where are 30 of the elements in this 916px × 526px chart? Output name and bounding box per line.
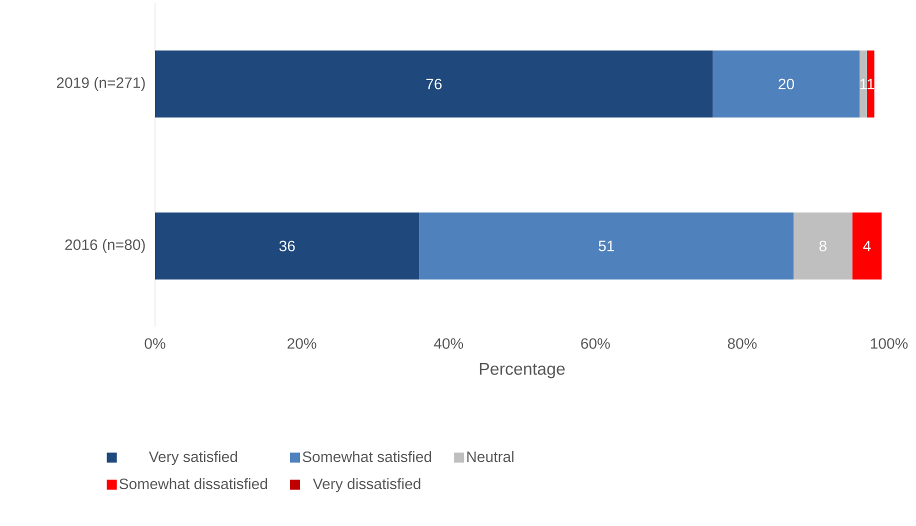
- data-label: 36: [279, 240, 295, 252]
- x-tick-label: 80%: [728, 338, 757, 349]
- bar: [866, 50, 874, 118]
- legend-label: Very dissatisfied: [312, 478, 420, 492]
- bar: [419, 212, 794, 280]
- bar: [712, 50, 860, 118]
- x-tick-label: 100%: [870, 338, 908, 349]
- legend-label: Somewhat dissatisfied: [119, 478, 268, 490]
- x-tick-label: 20%: [288, 338, 316, 349]
- bar: [852, 212, 882, 280]
- legend-label: Neutral: [467, 451, 514, 462]
- x-tick-label: 40%: [434, 338, 464, 349]
- x-tick-label: 60%: [581, 338, 610, 349]
- x-tick-label: 0%: [144, 338, 166, 349]
- legend-label: Somewhat satisfied: [302, 451, 432, 462]
- bar: [794, 212, 852, 280]
- bar: [155, 212, 420, 280]
- data-label: 4: [863, 240, 871, 252]
- data-label: 8: [819, 240, 826, 252]
- y-tick-label: 2019 (n=271): [56, 77, 145, 91]
- legend-label: Very satisfied: [148, 451, 238, 466]
- data-label: 51: [598, 240, 614, 252]
- bar: [860, 50, 867, 118]
- data-label: 76: [426, 78, 442, 90]
- data-label: 1: [868, 78, 874, 90]
- y-tick-label: 2016 (n=80): [65, 239, 145, 253]
- bar: [155, 50, 713, 118]
- data-label: 1: [860, 78, 867, 90]
- data-label: 20: [778, 78, 794, 90]
- x-axis-title: Percentage: [480, 363, 565, 378]
